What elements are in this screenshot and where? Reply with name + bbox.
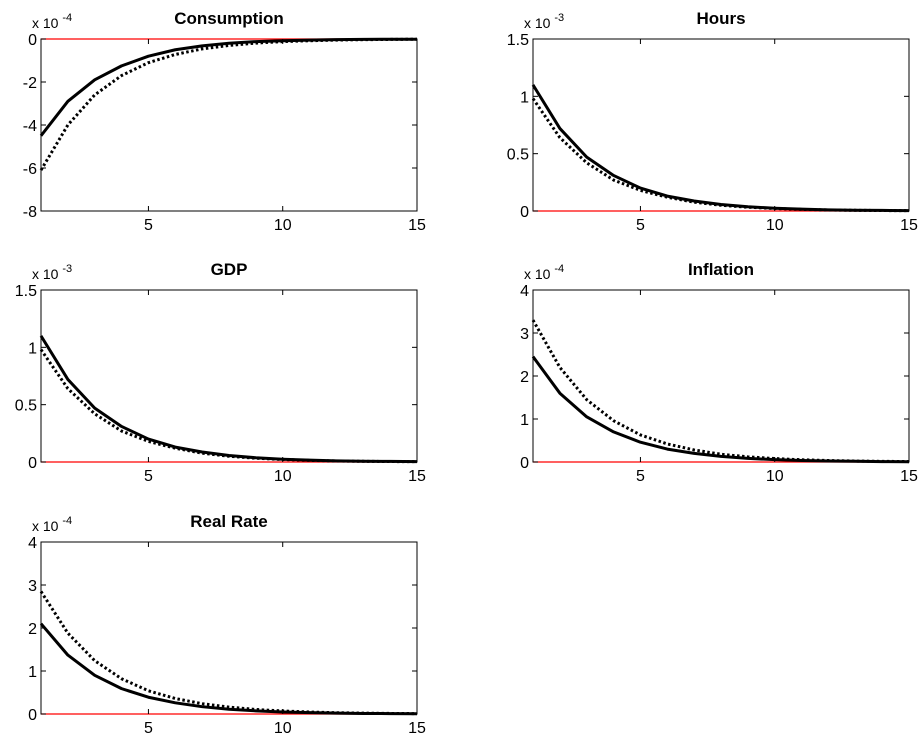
x-tick-label: 5: [636, 468, 645, 485]
y-tick-label: 2: [28, 621, 37, 638]
y-tick-label: 4: [28, 535, 37, 552]
y-tick-label: 1: [28, 340, 37, 357]
y-tick-label: 0.5: [507, 147, 529, 164]
y-tick-label: -2: [23, 75, 37, 92]
y-tick-label: 3: [28, 578, 37, 595]
panel-hours: 0 0.5 1 1.5 5 10 15 x 10 -3 Hours: [507, 9, 918, 234]
panel-title: Real Rate: [190, 512, 267, 531]
y-tick-label: 4: [520, 283, 529, 300]
plot-frame: [40, 289, 418, 463]
y-tick-label: 1.5: [507, 32, 529, 49]
x-tick-label: 10: [766, 217, 784, 234]
x-tick-label: 15: [408, 720, 426, 737]
panel-consumption: 0 -2 -4 -6 -8 5 10 15 x 10 -4 Consumption: [23, 9, 426, 234]
y-tick-label: -4: [23, 118, 37, 135]
panel-title: Inflation: [688, 260, 754, 279]
y-tick-label: 2: [520, 369, 529, 386]
x-tick-label: 15: [408, 468, 426, 485]
y-tick-label: 0: [520, 204, 529, 221]
y-tick-label: 3: [520, 326, 529, 343]
plot-frame: [532, 38, 910, 212]
x-tick-label: 15: [408, 217, 426, 234]
x-tick-label: 10: [274, 217, 292, 234]
panel-title: GDP: [211, 260, 248, 279]
plot-frame: [40, 541, 418, 715]
x-tick-label: 15: [900, 468, 918, 485]
y-tick-label: 0: [28, 32, 37, 49]
panel-title: Hours: [696, 9, 745, 28]
panel-gdp: 0 0.5 1 1.5 5 10 15 x 10 -3 GDP: [15, 260, 426, 485]
y-tick-label: 0: [28, 707, 37, 724]
x-tick-label: 5: [144, 720, 153, 737]
series-line-dotted: [39, 590, 418, 716]
series-line-dotted: [39, 348, 418, 464]
y-tick-label: 0: [28, 455, 37, 472]
series-line-dotted: [531, 97, 910, 213]
axis-exponent-label: x 10 -3: [32, 263, 72, 282]
series-line-solid: [39, 622, 418, 716]
x-tick-label: 5: [636, 217, 645, 234]
axis-exponent-label: x 10 -4: [524, 263, 564, 282]
plot-frame: [532, 289, 910, 463]
y-tick-label: -8: [23, 204, 37, 221]
x-tick-label: 10: [766, 468, 784, 485]
x-tick-label: 15: [900, 217, 918, 234]
x-tick-label: 5: [144, 468, 153, 485]
x-tick-label: 10: [274, 468, 292, 485]
y-tick-label: 1.5: [15, 283, 37, 300]
series-line-solid: [39, 37, 417, 137]
panel-title: Consumption: [174, 9, 284, 28]
y-tick-label: -6: [23, 161, 37, 178]
panel-real-rate: 0 1 2 3 4 5 10 15 x 10 -4 Real Rate: [28, 512, 426, 737]
plot-frame: [40, 38, 418, 212]
panel-inflation: 0 1 2 3 4 5 10 15 x 10 -4 Inflation: [520, 260, 918, 485]
axis-exponent-label: x 10 -3: [524, 12, 564, 31]
x-tick-label: 5: [144, 217, 153, 234]
y-tick-label: 0.5: [15, 398, 37, 415]
y-tick-label: 1: [520, 412, 529, 429]
y-tick-label: 1: [520, 89, 529, 106]
y-tick-label: 1: [28, 664, 37, 681]
series-line-solid: [531, 355, 910, 464]
x-tick-label: 10: [274, 720, 292, 737]
y-tick-label: 0: [520, 455, 529, 472]
axis-exponent-label: x 10 -4: [32, 515, 72, 534]
axis-exponent-label: x 10 -4: [32, 12, 72, 31]
